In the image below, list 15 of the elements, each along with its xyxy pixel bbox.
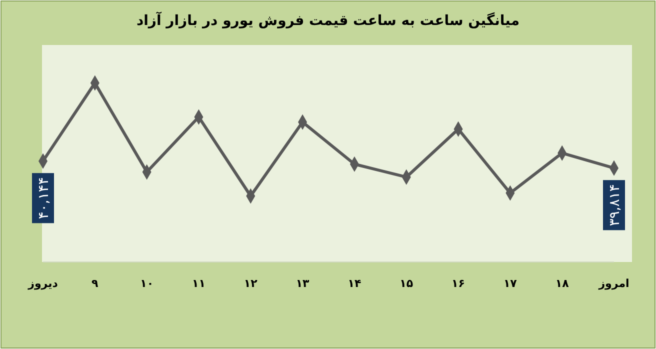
x-tick-label: ۱۱ xyxy=(192,277,206,290)
x-tick-label: ۱۰ xyxy=(140,277,154,290)
x-tick-label: امروز xyxy=(598,277,630,290)
data-label: ۴۰,۱۴۴ xyxy=(36,177,52,220)
x-tick-label: ۹ xyxy=(92,277,99,290)
chart-title: میانگین ساعت به ساعت قیمت فروش یورو در بازار آزاد xyxy=(136,11,520,29)
x-tick-label: ۱۶ xyxy=(452,277,465,290)
x-tick-label: ۱۷ xyxy=(503,277,518,290)
x-tick-label: ۱۲ xyxy=(244,277,258,290)
x-tick-label: ۱۵ xyxy=(400,277,414,290)
x-tick-label: ۱۳ xyxy=(296,277,310,290)
data-label: ۳۹,۸۱۴ xyxy=(606,184,623,226)
x-tick-label: دیروز xyxy=(27,277,58,290)
x-tick-label: ۱۴ xyxy=(348,277,362,290)
x-tick-label: ۱۸ xyxy=(555,277,570,290)
